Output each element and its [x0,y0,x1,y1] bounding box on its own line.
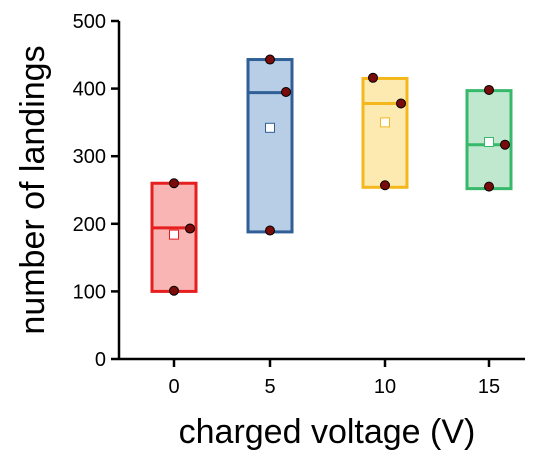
data-point [265,54,275,65]
data-point [169,178,179,189]
y-tick-label: 0 [95,349,106,371]
data-point [169,285,179,296]
mean-marker [265,122,275,133]
x-tick-label: 5 [264,376,275,398]
data-point [265,225,275,236]
data-point [396,98,406,109]
x-tick-label: 10 [374,376,396,398]
y-tick-label: 200 [73,214,106,236]
data-point [500,139,510,150]
y-tick-label: 300 [73,146,106,168]
y-axis-title: number of landings [14,45,52,334]
y-tick-label: 400 [73,79,106,101]
x-ticks: 0 5 10 15 [168,359,500,398]
data-point [380,180,390,191]
box-group-15 [465,84,513,192]
mean-marker [484,137,494,148]
data-point [484,181,494,192]
box-group-5 [246,54,294,236]
y-tick-label: 500 [73,11,106,33]
y-ticks: 0 100 200 300 400 500 [73,11,119,371]
x-tick-label: 0 [168,376,179,398]
data-point [484,84,494,95]
data-point [185,223,195,234]
y-tick-label: 100 [73,281,106,303]
box-group-0 [150,178,198,296]
mean-marker [169,229,179,240]
data-point [281,86,291,97]
data-point [368,72,378,83]
boxes [150,54,513,296]
x-axis-title: charged voltage (V) [179,413,476,451]
box-rect [361,76,409,189]
box-group-10 [361,72,409,191]
box-rect [246,58,294,234]
mean-marker [380,117,390,128]
x-tick-label: 15 [478,376,500,398]
